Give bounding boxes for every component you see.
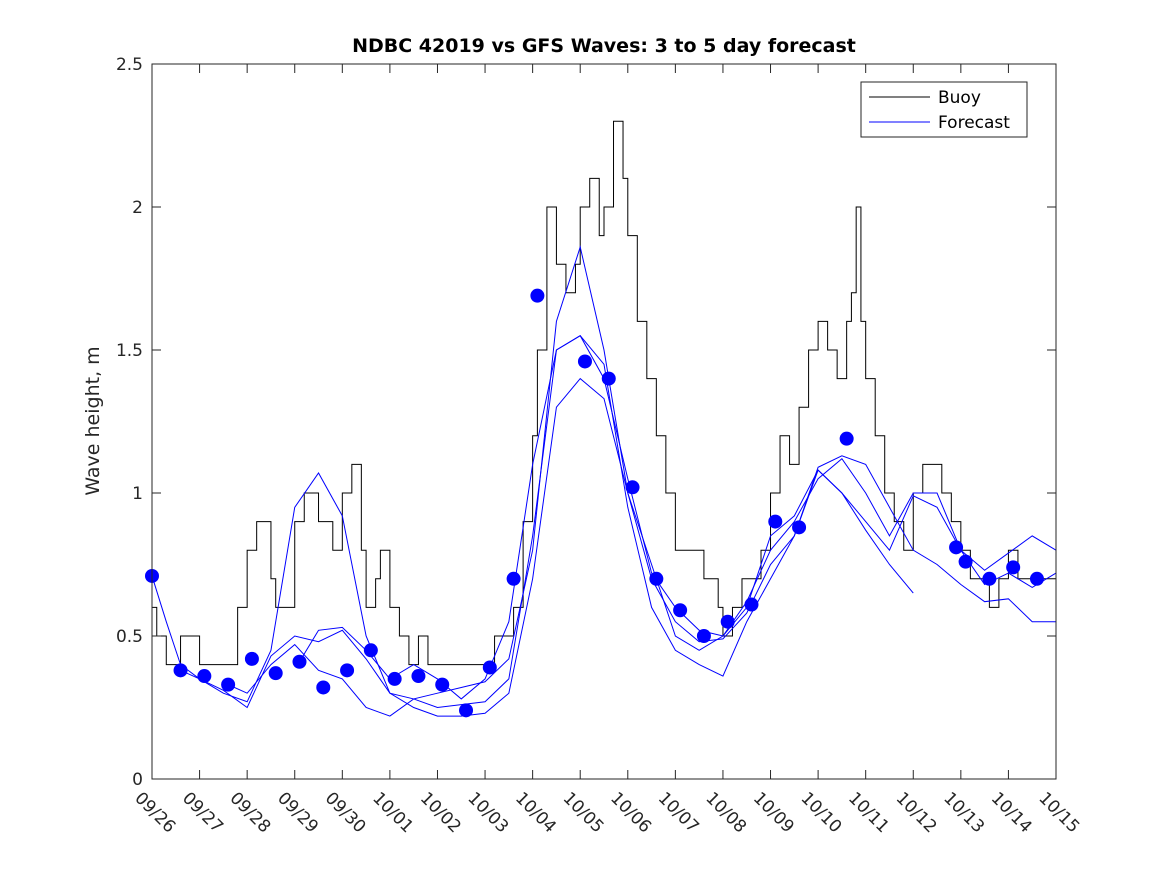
forecast-marker (696, 629, 711, 643)
forecast-series-line-3 (227, 245, 1056, 717)
forecast-marker (411, 669, 426, 684)
legend-label-buoy: Buoy (938, 88, 981, 108)
y-tick-label: 2 (132, 198, 143, 218)
forecast-marker (768, 514, 783, 529)
y-axis-label: Wave height, m (82, 346, 104, 495)
y-tick-label: 0.5 (116, 627, 143, 647)
chart-title: NDBC 42019 vs GFS Waves: 3 to 5 day fore… (352, 35, 856, 57)
buoy-series-line (152, 120, 1056, 666)
forecast-marker (173, 663, 188, 678)
forecast-marker (649, 571, 664, 586)
forecast-marker (720, 614, 735, 629)
forecast-marker (949, 540, 964, 555)
y-tick-label: 2.5 (116, 55, 143, 75)
y-tick-label: 1.5 (116, 341, 143, 361)
axes-background (152, 64, 1056, 779)
forecast-marker (459, 703, 474, 718)
forecast-marker (530, 288, 545, 303)
forecast-marker (1006, 560, 1021, 575)
y-tick-label: 1 (132, 484, 143, 504)
forecast-marker (387, 671, 402, 686)
forecast-marker (316, 680, 331, 695)
forecast-marker (982, 571, 997, 586)
forecast-marker (577, 354, 592, 369)
forecast-marker (839, 431, 854, 446)
forecast-marker (244, 651, 259, 666)
forecast-marker (601, 371, 616, 386)
forecast-series-line-1 (151, 377, 1057, 717)
forecast-marker (1029, 571, 1044, 586)
y-ticks: 0 0.5 1 1.5 2 2.5 (116, 55, 1056, 790)
forecast-marker (363, 643, 378, 658)
legend-label-forecast: Forecast (938, 113, 1010, 133)
forecast-marker (792, 520, 807, 535)
y-tick-label: 0 (132, 770, 143, 790)
forecast-marker (958, 554, 973, 569)
forecast-marker (292, 654, 307, 669)
forecast-series-line-2 (180, 335, 1057, 709)
forecast-marker (221, 677, 236, 692)
forecast-marker (625, 480, 640, 495)
forecast-marker (744, 597, 759, 612)
series-layer (151, 120, 1057, 717)
marker-layer (145, 288, 1044, 718)
axes-box (151, 63, 1057, 780)
forecast-marker (482, 660, 497, 675)
forecast-marker (506, 571, 521, 586)
forecast-marker (268, 666, 283, 681)
forecast-marker (340, 663, 355, 678)
forecast-marker (435, 677, 450, 692)
legend-box (860, 81, 1028, 138)
plot-area: 09/2609/2709/2809/2909/3010/0110/0210/03… (116, 55, 1083, 837)
legend: Buoy Forecast (860, 81, 1028, 138)
forecast-marker (673, 603, 688, 618)
forecast-marker (197, 669, 212, 684)
